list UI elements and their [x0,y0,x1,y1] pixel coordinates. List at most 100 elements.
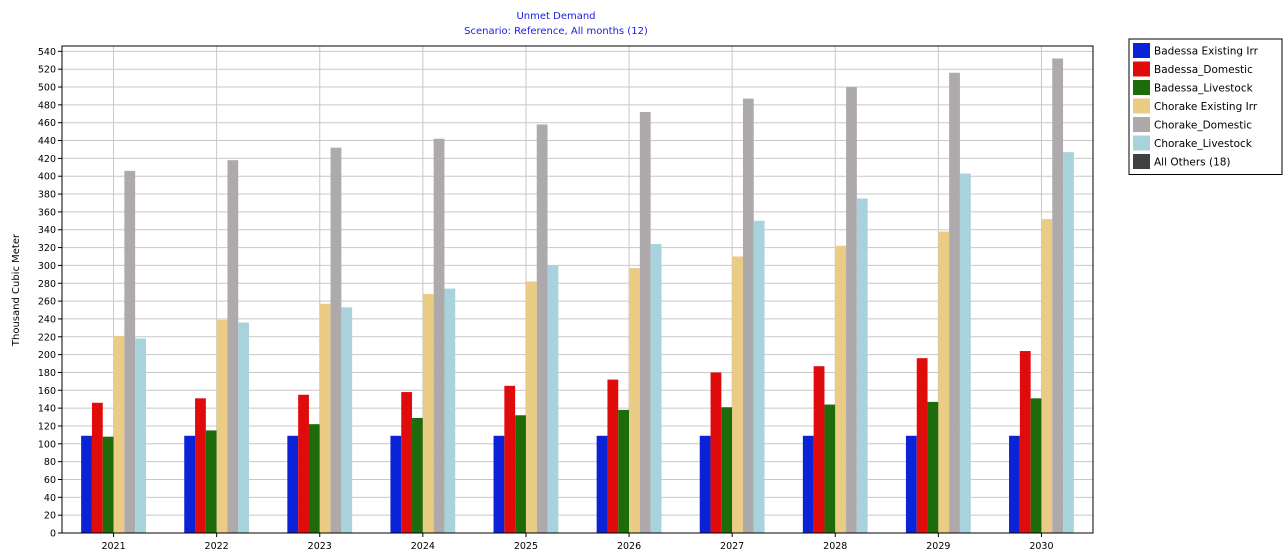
bar [732,256,743,533]
bar [927,401,939,533]
bar [412,417,423,533]
y-tick-label: 220 [38,332,56,343]
bar [699,435,711,533]
y-tick-label: 140 [38,404,56,415]
x-tick-label: 2024 [411,541,435,552]
x-tick-label: 2029 [926,541,950,552]
y-tick-label: 520 [38,65,56,76]
y-tick-label: 0 [50,529,56,540]
y-axis-label: Thousand Cubic Meter [11,233,22,347]
bar [298,394,309,533]
legend-swatch [1133,43,1150,58]
bar [401,392,413,533]
axes: 0 20 40 60 80 100 120 140 160 180 200 220 240 260 280 3… [38,45,1094,552]
bar [629,268,640,533]
y-tick-label: 100 [38,439,56,450]
legend-label: Chorake_Domestic [1154,120,1252,132]
legend-swatch [1133,154,1150,169]
bar [124,170,136,533]
bar [308,424,320,533]
bar [710,372,722,533]
y-tick-label: 240 [38,314,56,325]
legend-label: Chorake_Livestock [1154,138,1253,150]
bar [916,358,928,533]
bar [113,335,125,533]
y-tick-label: 260 [38,297,56,308]
bar [422,293,434,533]
bar [525,281,537,533]
y-tick-label: 120 [38,421,56,432]
bar [1030,398,1042,533]
legend-box [1128,38,1283,175]
bar [959,173,971,534]
bar [802,435,814,533]
bar [1063,152,1074,533]
bar [536,124,548,533]
x-tick-label: 2027 [720,541,744,552]
y-tick-label: 300 [38,261,56,272]
bar [813,366,825,533]
legend-swatch [1133,135,1150,151]
bar [330,147,342,533]
y-tick-label: 400 [38,172,56,183]
bar [184,435,196,533]
bar [287,435,299,533]
y-tick-label: 460 [38,118,56,129]
y-tick-label: 500 [38,83,56,94]
bar [949,72,960,533]
bars [81,58,1074,534]
bar [195,398,206,533]
bar [618,409,630,533]
bar [81,435,92,533]
bar [493,435,505,533]
legend-label: Badessa_Livestock [1154,83,1254,95]
x-tick-label: 2025 [514,541,538,552]
bar [504,385,516,533]
y-tick-label: 160 [38,386,56,397]
y-tick-label: 20 [44,511,56,522]
bar [1041,219,1053,534]
x-tick-label: 2028 [823,541,847,552]
legend-swatch [1133,117,1150,132]
bar [515,415,526,533]
bar [547,265,559,533]
y-tick-label: 420 [38,154,56,165]
bar [433,138,445,533]
legend-label: Badessa_Domestic [1154,64,1253,76]
bar [227,160,239,533]
y-tick-label: 180 [38,368,56,379]
legend-swatch [1133,98,1150,114]
y-tick-label: 80 [44,457,56,468]
chart-title: Unmet Demand [516,11,595,22]
bar [639,112,651,533]
y-tick-label: 340 [38,225,56,236]
y-tick-label: 320 [38,243,56,254]
legend-swatch [1133,80,1150,95]
bar [102,436,114,533]
y-tick-label: 60 [44,475,56,486]
chart-subtitle: Scenario: Reference, All months (12) [464,26,648,37]
legend-label: All Others (18) [1154,157,1231,169]
y-tick-label: 480 [38,100,56,111]
bar [91,402,103,533]
bar [319,303,331,533]
legend-label: Chorake Existing Irr [1154,101,1258,113]
bar [390,435,402,533]
y-tick-label: 540 [38,47,56,58]
bar [1019,351,1031,533]
x-tick-label: 2030 [1029,541,1053,552]
bar [938,231,950,533]
y-tick-label: 280 [38,279,56,290]
bar [721,407,733,533]
bar [238,322,250,533]
bar [824,404,836,533]
x-tick-label: 2022 [205,541,229,552]
legend-label: Badessa Existing Irr [1154,46,1259,58]
bar [846,87,857,534]
x-tick-label: 2021 [101,541,125,552]
y-tick-label: 40 [44,493,56,504]
bar [596,435,608,533]
legend: Badessa Existing Irr Badessa_Domestic Bade… [1128,38,1283,175]
y-tick-label: 360 [38,207,56,218]
